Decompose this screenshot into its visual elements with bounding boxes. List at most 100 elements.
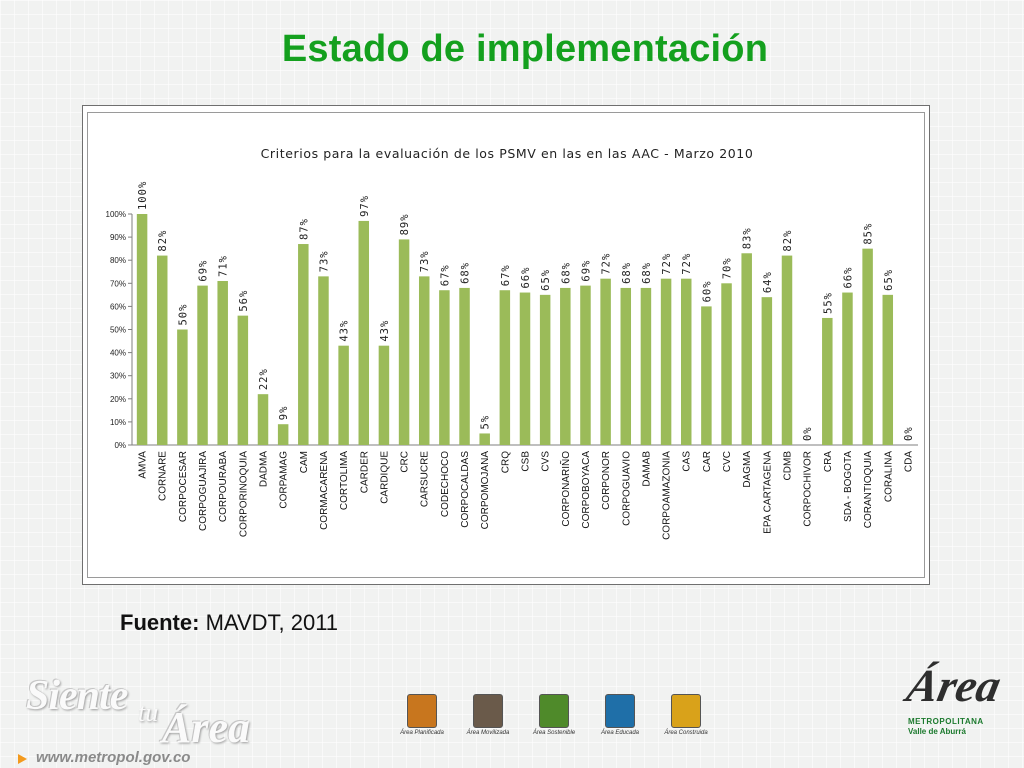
- bar-crq: [499, 290, 511, 445]
- x-tick-label: CRA: [823, 451, 834, 472]
- x-tick-label: CRQ: [500, 451, 511, 473]
- bar-corpamag: [277, 424, 289, 445]
- data-label: 56%: [238, 290, 250, 312]
- area-metropolitana-logo: Área METROPOLITANA Valle de Aburrá: [890, 655, 1010, 745]
- slide-title: Estado de implementación: [281, 28, 769, 70]
- data-label: 65%: [540, 269, 552, 291]
- area-icon-1: Área Planificada: [390, 694, 454, 736]
- data-label: 65%: [883, 269, 895, 291]
- arrow-icon: [18, 754, 27, 764]
- bar-crc: [398, 239, 410, 445]
- data-label: 68%: [560, 262, 572, 284]
- x-tick-label: CORPOCALDAS: [460, 451, 471, 528]
- data-label: 68%: [621, 262, 633, 284]
- x-tick-label: CAM: [299, 451, 310, 473]
- area-icon-caption: Área Planificada: [400, 730, 444, 736]
- bar-cvs: [539, 294, 551, 445]
- data-label: 64%: [762, 271, 774, 293]
- area-icon-4: Área Educada: [588, 694, 652, 736]
- x-tick-label: CVC: [722, 451, 733, 472]
- bar-cornare: [156, 255, 168, 445]
- data-label: 72%: [681, 253, 693, 275]
- y-tick-label: 20%: [110, 395, 126, 404]
- data-label: 85%: [863, 223, 875, 245]
- bar-corpoboyaca: [580, 285, 591, 445]
- data-label: 70%: [722, 257, 734, 279]
- data-label: 50%: [177, 304, 189, 326]
- data-label: 66%: [842, 267, 854, 289]
- bar-csb: [519, 292, 531, 445]
- data-label: 55%: [822, 292, 834, 314]
- bar-cormacarena: [318, 276, 329, 445]
- area-brand-text: Área: [162, 703, 250, 752]
- x-tick-label: CORPOBOYACA: [581, 451, 592, 529]
- x-tick-label: DADMA: [259, 451, 270, 487]
- bar-carder: [358, 220, 370, 445]
- bar-corpomojana: [479, 433, 490, 445]
- y-tick-label: 10%: [110, 418, 126, 427]
- data-label: 83%: [742, 227, 754, 249]
- x-tick-label: CORPONOR: [601, 451, 612, 510]
- x-tick-label: CDA: [903, 451, 914, 472]
- area-icon-3: Área Sostenible: [522, 694, 586, 736]
- data-label: 69%: [198, 260, 210, 282]
- x-tick-label: CORPORINOQUIA: [238, 451, 249, 537]
- x-tick-label: CORANTIOQUIA: [863, 451, 874, 529]
- x-tick-label: AMVA: [138, 451, 149, 479]
- bar-cvc: [721, 283, 732, 445]
- siente-brand-text: Siente: [26, 673, 128, 719]
- source-label: Fuente:: [120, 610, 200, 635]
- x-tick-label: CORNARE: [158, 451, 169, 501]
- bar-chart: Criterios para la evaluación de los PSMV…: [106, 146, 918, 540]
- data-label: 97%: [359, 195, 371, 217]
- x-tick-label: CORPOURABA: [218, 451, 229, 522]
- x-tick-label: CRC: [400, 451, 411, 473]
- x-tick-label: SDA - BOGOTA: [843, 451, 854, 522]
- bar-amva: [136, 214, 148, 445]
- data-label: 66%: [520, 267, 532, 289]
- bar-corpoguajira: [197, 285, 208, 445]
- website-url[interactable]: www.metropol.gov.co: [36, 749, 191, 766]
- bar-cdmb: [781, 255, 793, 445]
- area-icon-caption: Área Educada: [600, 730, 640, 736]
- chart-frame: Criterios para la evaluación de los PSMV…: [82, 105, 930, 585]
- data-label: 87%: [298, 218, 310, 240]
- data-label: 89%: [399, 213, 411, 235]
- bar-carsucre: [418, 276, 430, 445]
- area-icon-2: Área Movilizada: [456, 694, 520, 736]
- metro-logo-script: Área: [902, 660, 1006, 711]
- x-tick-label: CARSUCRE: [420, 451, 431, 507]
- area-emblem-icon: [671, 694, 701, 728]
- bar-corpocaldas: [459, 287, 470, 445]
- y-tick-label: 40%: [110, 349, 126, 358]
- x-tick-label: CARDER: [359, 451, 370, 493]
- area-icon-caption: Área Construida: [664, 730, 708, 736]
- x-tick-label: CORALINA: [883, 451, 894, 502]
- x-tick-label: CAR: [702, 451, 713, 472]
- x-tick-label: CORPOAMAZONIA: [662, 451, 673, 540]
- bar-cortolima: [338, 345, 349, 445]
- bar-corpoamazonia: [660, 278, 672, 445]
- x-tick-label: CORPAMAG: [279, 451, 290, 509]
- y-tick-label: 0%: [114, 441, 126, 450]
- data-label: 68%: [460, 262, 472, 284]
- x-tick-label: CSB: [521, 451, 532, 472]
- metro-logo-line1: METROPOLITANA: [908, 717, 984, 726]
- data-label: 22%: [258, 368, 270, 390]
- y-tick-label: 90%: [110, 233, 126, 242]
- x-tick-label: CORPOCHIVOR: [803, 451, 814, 527]
- source-value: MAVDT, 2011: [205, 610, 339, 635]
- bar-corpoguavio: [620, 287, 632, 445]
- area-emblem-icon: [473, 694, 503, 728]
- x-tick-label: CVS: [541, 451, 552, 472]
- x-tick-label: CARDIQUE: [379, 451, 390, 504]
- bar-car: [701, 306, 712, 445]
- data-label: 73%: [419, 250, 431, 272]
- data-label: 100%: [137, 181, 149, 210]
- x-tick-label: CODECHOCO: [440, 451, 451, 517]
- y-tick-label: 60%: [110, 302, 126, 311]
- data-label: 72%: [661, 253, 673, 275]
- bar-cra: [822, 317, 833, 445]
- bar-corpocesar: [177, 329, 188, 445]
- data-label: 69%: [580, 260, 592, 282]
